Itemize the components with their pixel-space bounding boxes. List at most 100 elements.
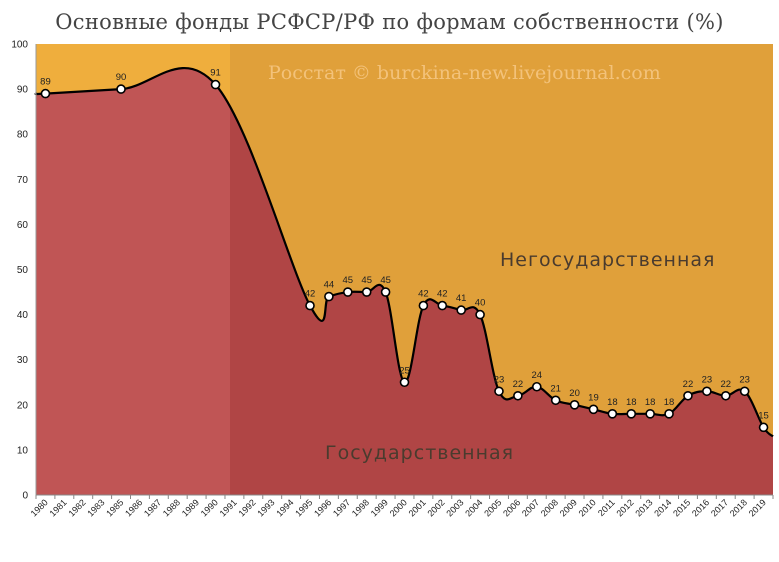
data-point bbox=[550, 395, 561, 406]
data-label: 25 bbox=[399, 365, 410, 376]
data-label: 15 bbox=[758, 410, 769, 421]
data-point bbox=[210, 79, 221, 90]
x-tick-label: 1994 bbox=[274, 497, 295, 518]
data-point bbox=[569, 399, 580, 410]
y-tick-label: 100 bbox=[11, 40, 28, 51]
data-label: 18 bbox=[664, 397, 675, 408]
x-tick-label: 1990 bbox=[199, 497, 220, 518]
x-tick-label: 1982 bbox=[66, 497, 87, 518]
x-tick-label: 2014 bbox=[652, 497, 673, 518]
data-label: 19 bbox=[588, 392, 599, 403]
data-label: 22 bbox=[720, 379, 731, 390]
x-tick-label: 2016 bbox=[690, 497, 711, 518]
data-points bbox=[40, 79, 769, 433]
y-tick-label: 90 bbox=[17, 85, 29, 96]
x-tick-label: 2003 bbox=[444, 497, 465, 518]
data-point bbox=[588, 404, 599, 415]
data-label: 40 bbox=[475, 298, 486, 309]
data-label: 23 bbox=[494, 374, 505, 385]
data-point bbox=[437, 300, 448, 311]
data-point bbox=[361, 287, 372, 297]
data-label: 45 bbox=[361, 275, 372, 286]
data-label: 20 bbox=[569, 388, 580, 399]
data-point bbox=[607, 409, 618, 419]
data-label: 18 bbox=[645, 397, 656, 408]
x-tick-label: 2011 bbox=[596, 497, 617, 518]
y-tick-label: 30 bbox=[17, 355, 29, 366]
data-point bbox=[418, 300, 429, 311]
y-tick-label: 70 bbox=[17, 175, 29, 186]
data-label: 91 bbox=[210, 68, 221, 79]
x-tick-label: 2013 bbox=[633, 497, 654, 518]
data-point bbox=[683, 390, 693, 401]
data-label: 42 bbox=[305, 289, 316, 300]
x-tick-label: 1993 bbox=[255, 497, 276, 518]
data-point bbox=[116, 84, 126, 94]
x-tick-label: 2015 bbox=[671, 497, 692, 518]
x-tick-label: 1996 bbox=[312, 497, 333, 518]
data-label: 23 bbox=[739, 374, 750, 385]
y-tick-label: 60 bbox=[17, 220, 29, 231]
y-tick-label: 50 bbox=[17, 265, 29, 276]
data-label: 22 bbox=[683, 379, 694, 390]
x-tick-label: 2002 bbox=[425, 497, 446, 518]
series-label-nonstate: Негосударственная bbox=[500, 249, 715, 271]
data-point bbox=[531, 381, 542, 392]
data-label: 23 bbox=[702, 374, 713, 385]
y-tick-label: 10 bbox=[17, 445, 29, 456]
x-tick-label: 1997 bbox=[331, 497, 352, 518]
data-point bbox=[399, 377, 410, 388]
x-tick-label: 2001 bbox=[407, 497, 428, 518]
x-axis: 1980198119821983198519861987198819891990… bbox=[29, 494, 774, 519]
x-tick-label: 2006 bbox=[501, 497, 522, 518]
data-label: 89 bbox=[40, 77, 51, 88]
x-tick-label: 2009 bbox=[558, 497, 579, 518]
x-tick-label: 2008 bbox=[539, 497, 560, 518]
watermark: Росстат © burckina-new.livejournal.com bbox=[268, 62, 661, 84]
x-tick-label: 1989 bbox=[180, 497, 201, 518]
data-label: 18 bbox=[607, 397, 618, 408]
data-point bbox=[456, 305, 466, 315]
x-tick-label: 1995 bbox=[293, 497, 314, 518]
x-tick-label: 1981 bbox=[48, 497, 69, 518]
data-point bbox=[758, 422, 769, 433]
data-label: 41 bbox=[456, 293, 467, 304]
x-tick-label: 1980 bbox=[29, 497, 50, 518]
data-label: 90 bbox=[116, 72, 127, 83]
data-point bbox=[494, 386, 504, 397]
x-tick-label: 2012 bbox=[614, 497, 635, 518]
data-point bbox=[305, 300, 315, 311]
data-label: 18 bbox=[626, 397, 637, 408]
data-label: 21 bbox=[550, 383, 561, 394]
data-point bbox=[343, 287, 353, 297]
x-tick-label: 2018 bbox=[728, 497, 749, 518]
data-label: 42 bbox=[418, 289, 429, 300]
data-labels: 89 90 91 42 44 45 45 45 25 42 42 41 40 23 22 24 21 20 19 18… bbox=[40, 68, 769, 422]
x-tick-label: 2000 bbox=[388, 497, 409, 518]
data-point bbox=[475, 309, 485, 320]
data-point bbox=[702, 386, 712, 397]
data-point bbox=[513, 390, 523, 401]
data-point bbox=[645, 409, 655, 419]
data-label: 42 bbox=[437, 289, 448, 300]
data-point bbox=[626, 409, 637, 419]
highlight-region-state bbox=[36, 68, 230, 495]
data-point bbox=[380, 287, 391, 297]
series-label-state: Государственная bbox=[325, 442, 514, 464]
data-label: 22 bbox=[513, 379, 524, 390]
x-tick-label: 1983 bbox=[85, 497, 106, 518]
data-point bbox=[324, 291, 334, 302]
x-tick-label: 2019 bbox=[747, 497, 768, 518]
y-tick-label: 80 bbox=[17, 130, 29, 141]
y-tick-label: 20 bbox=[17, 400, 29, 411]
data-point bbox=[720, 390, 731, 401]
data-label: 24 bbox=[531, 370, 542, 381]
data-point bbox=[664, 409, 674, 419]
x-tick-label: 2007 bbox=[520, 497, 541, 518]
x-tick-label: 1991 bbox=[218, 497, 239, 518]
y-tick-label: 40 bbox=[17, 310, 29, 321]
x-tick-label: 2010 bbox=[577, 497, 598, 518]
x-tick-label: 1998 bbox=[350, 497, 371, 518]
x-tick-label: 2017 bbox=[709, 497, 730, 518]
